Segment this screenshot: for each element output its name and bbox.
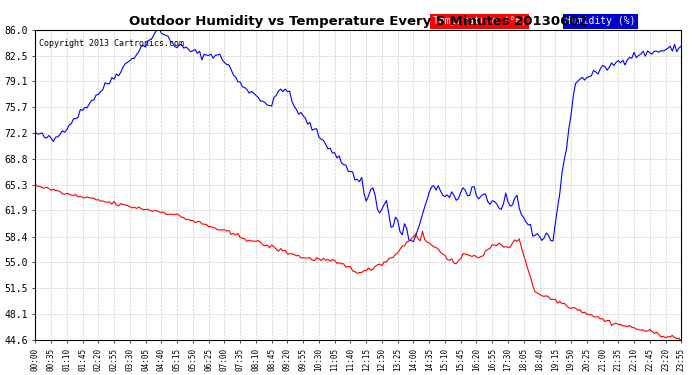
Title: Outdoor Humidity vs Temperature Every 5 Minutes 20130602: Outdoor Humidity vs Temperature Every 5 … [129,15,588,28]
Text: Temperature (°F): Temperature (°F) [433,16,526,27]
Text: Copyright 2013 Cartronics.com: Copyright 2013 Cartronics.com [39,39,184,48]
Text: Humidity (%): Humidity (%) [565,16,635,27]
